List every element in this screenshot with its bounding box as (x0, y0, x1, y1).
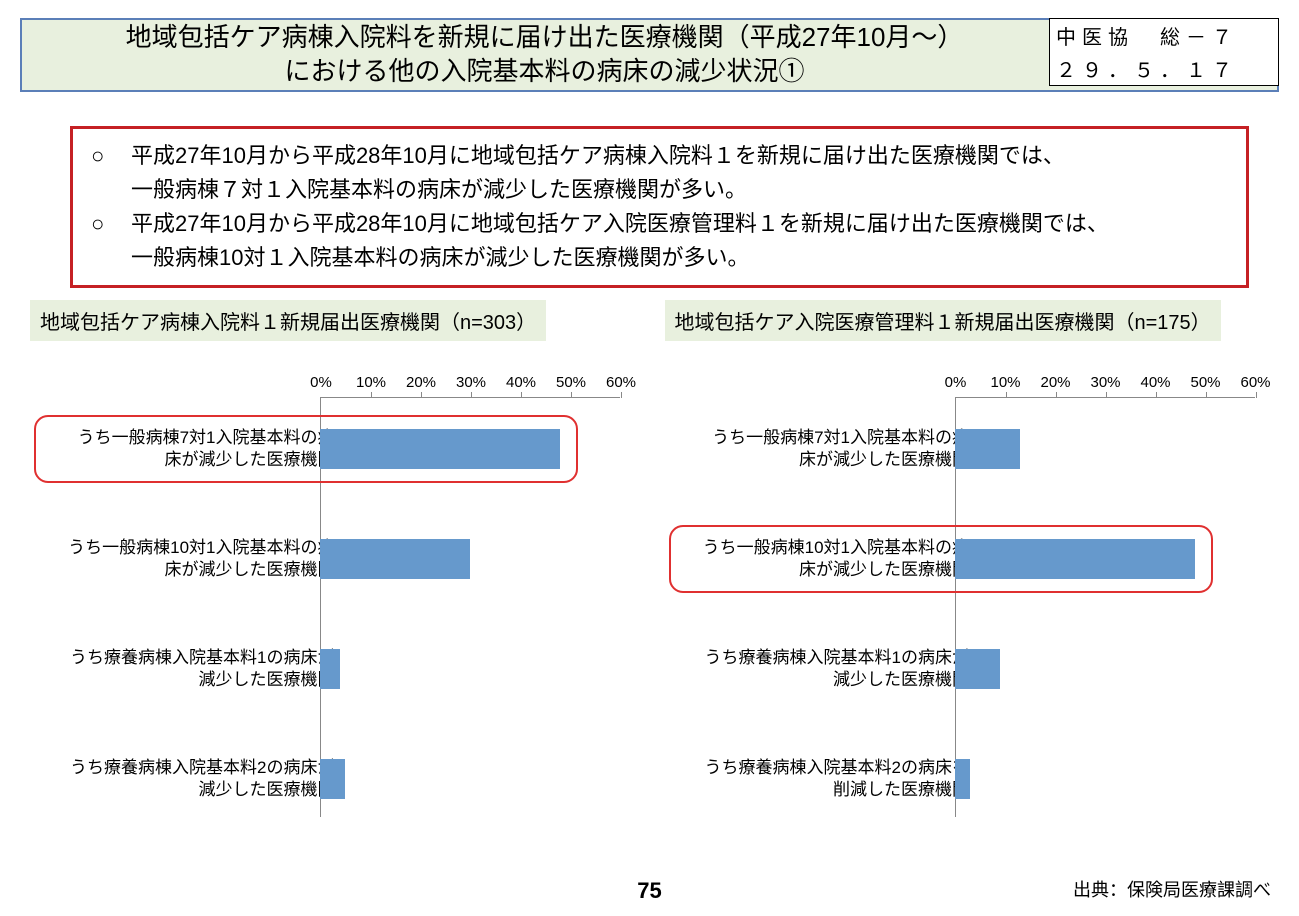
x-tick-label: 10% (356, 374, 386, 391)
bar-chart-left: 0% 10% 20% 30% 40% 50% 60% うち一般病棟7対1入院基本料の病床が減少… (30, 367, 645, 827)
bar-row: うち一般病棟7対1入院基本料の病床が減少した医療機関 (30, 427, 645, 471)
x-tick (1006, 392, 1007, 398)
x-tick-label: 60% (606, 374, 636, 391)
bar (320, 539, 470, 579)
x-tick (471, 392, 472, 398)
x-tick (421, 392, 422, 398)
bar-label: うち療養病棟入院基本料1の病床が減少した医療機関 (689, 647, 969, 691)
x-tick (1056, 392, 1057, 398)
summary-line-1b: 一般病棟７対１入院基本料の病床が減少した医療機関が多い。 (131, 177, 747, 202)
chart-left: 地域包括ケア病棟入院料１新規届出医療機関（n=303） 0% 10% 20% 30% 4… (20, 300, 645, 856)
bar-label: うち一般病棟7対1入院基本料の病床が減少した医療機関 (689, 427, 969, 471)
doc-ref-row-2: ２９．５．１７ (1050, 52, 1278, 85)
bar-label: うち療養病棟入院基本料2の病床が減少した医療機関 (55, 757, 335, 801)
x-tick (371, 392, 372, 398)
source-citation: 出典：保険局医療課調べ (1073, 876, 1271, 902)
bullet-marker: ○ (91, 139, 131, 207)
charts-area: 地域包括ケア病棟入院料１新規届出医療機関（n=303） 0% 10% 20% 30% 4… (20, 300, 1279, 856)
x-tick-label: 20% (1040, 374, 1070, 391)
bar (955, 429, 1020, 469)
bar (320, 429, 560, 469)
summary-box: ○ 平成27年10月から平成28年10月に地域包括ケア病棟入院料１を新規に届け出… (70, 126, 1249, 288)
page-number: 75 (637, 878, 661, 904)
x-tick (1256, 392, 1257, 398)
bar-label: うち療養病棟入院基本料1の病床が減少した医療機関 (55, 647, 335, 691)
bar-row: うち一般病棟10対1入院基本料の病床が減少した医療機関 (30, 537, 645, 581)
doc-ref-row-1: 中医協 総－７ (1050, 19, 1278, 52)
bar (955, 759, 970, 799)
x-tick-label: 40% (506, 374, 536, 391)
summary-line-2: 平成27年10月から平成28年10月に地域包括ケア入院医療管理料１を新規に届け出… (131, 211, 1109, 236)
x-tick-label: 40% (1140, 374, 1170, 391)
x-tick-label: 20% (406, 374, 436, 391)
bar-row: うち療養病棟入院基本料1の病床が減少した医療機関 (665, 647, 1280, 691)
x-tick-label: 50% (556, 374, 586, 391)
title-line-1: 地域包括ケア病棟入院料を新規に届け出た医療機関（平成27年10月～） (126, 22, 964, 52)
x-tick-label: 30% (1090, 374, 1120, 391)
bar-row: うち療養病棟入院基本料1の病床が減少した医療機関 (30, 647, 645, 691)
bar-label: うち一般病棟10対1入院基本料の病床が減少した医療機関 (55, 537, 335, 581)
x-tick-label: 0% (945, 374, 967, 391)
bar-row: うち療養病棟入院基本料2の病床が減少した医療機関 (30, 757, 645, 801)
x-tick (521, 392, 522, 398)
x-tick (621, 392, 622, 398)
summary-line-2b: 一般病棟10対１入院基本料の病床が減少した医療機関が多い。 (131, 245, 749, 270)
bar (320, 759, 345, 799)
x-tick (1206, 392, 1207, 398)
x-tick (571, 392, 572, 398)
bar-chart-right: 0% 10% 20% 30% 40% 50% 60% うち一般病棟7対1入院基本料の病床が減少… (665, 367, 1280, 827)
summary-line-1: 平成27年10月から平成28年10月に地域包括ケア病棟入院料１を新規に届け出た医… (131, 143, 1065, 168)
chart-title-left: 地域包括ケア病棟入院料１新規届出医療機関（n=303） (30, 300, 546, 341)
bar (955, 539, 1195, 579)
chart-right: 地域包括ケア入院医療管理料１新規届出医療機関（n=175） 0% 10% 20% 30… (655, 300, 1280, 856)
bar-row: うち一般病棟7対1入院基本料の病床が減少した医療機関 (665, 427, 1280, 471)
x-tick-label: 50% (1190, 374, 1220, 391)
bar-row: うち療養病棟入院基本料2の病床を削減した医療機関 (665, 757, 1280, 801)
x-tick (1106, 392, 1107, 398)
x-tick-label: 0% (310, 374, 332, 391)
document-reference-box: 中医協 総－７ ２９．５．１７ (1049, 18, 1279, 86)
x-tick-label: 10% (990, 374, 1020, 391)
bar (955, 649, 1000, 689)
chart-title-right: 地域包括ケア入院医療管理料１新規届出医療機関（n=175） (665, 300, 1221, 341)
bullet-marker: ○ (91, 207, 131, 275)
bar-label: うち一般病棟7対1入院基本料の病床が減少した医療機関 (55, 427, 335, 471)
bar-label: うち一般病棟10対1入院基本料の病床が減少した医療機関 (689, 537, 969, 581)
x-tick-label: 30% (456, 374, 486, 391)
x-tick-label: 60% (1240, 374, 1270, 391)
bar-label: うち療養病棟入院基本料2の病床を削減した医療機関 (689, 757, 969, 801)
title-line-2: における他の入院基本料の病床の減少状況① (284, 56, 804, 86)
bar (320, 649, 340, 689)
bar-row: うち一般病棟10対1入院基本料の病床が減少した医療機関 (665, 537, 1280, 581)
x-tick (1156, 392, 1157, 398)
